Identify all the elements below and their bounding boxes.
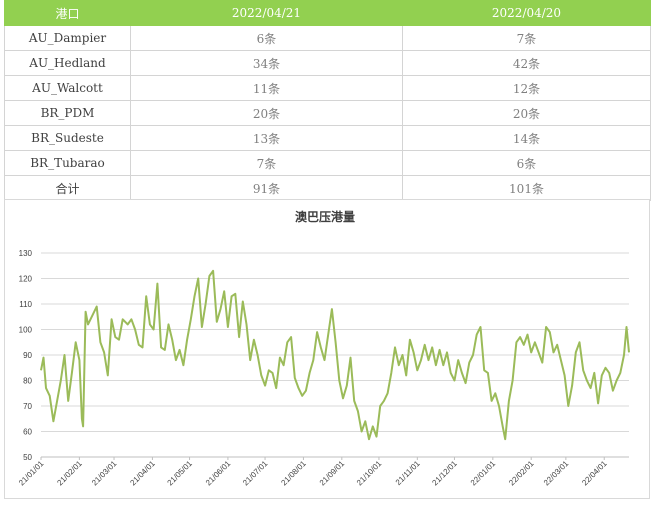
table-row: AU_Hedland 34条 42条	[4, 50, 651, 76]
count-date-2: 6条	[402, 150, 651, 176]
count-date-1: 7条	[130, 150, 403, 176]
x-tick-label: 22/01/01	[469, 459, 498, 488]
port-name: BR_Tubarao	[4, 150, 131, 176]
table-row: BR_PDM 20条 20条	[4, 100, 651, 126]
chart-title: 澳巴压港量	[295, 209, 355, 224]
chart-container: 澳巴压港量 50 60 70 80 90 100 110 120 130 21/01/01 21/…	[4, 199, 650, 499]
x-tick-label: 22/03/01	[542, 459, 571, 488]
y-tick-label: 60	[23, 428, 32, 437]
y-tick-label: 110	[19, 300, 32, 309]
y-tick-label: 70	[23, 402, 32, 411]
col-header-port: 港口	[4, 0, 131, 26]
count-date-2: 42条	[402, 50, 651, 76]
table-row: AU_Dampier 6条 7条	[4, 25, 651, 51]
port-table: 港口 2022/04/21 2022/04/20 AU_Dampier 6条 7…	[4, 0, 651, 201]
table-row: BR_Tubarao 7条 6条	[4, 150, 651, 176]
table-row: BR_Sudeste 13条 14条	[4, 125, 651, 151]
count-date-2: 7条	[402, 25, 651, 51]
x-tick-label: 21/05/01	[166, 459, 195, 488]
x-tick-label: 21/02/01	[55, 459, 84, 488]
y-axis-ticks: 50 60 70 80 90 100 110 120 130	[19, 249, 33, 462]
x-tick-label: 21/06/01	[204, 459, 233, 488]
x-axis-ticks: 21/01/01 21/02/01 21/03/01 21/04/01 21/05/01…	[17, 457, 609, 487]
y-tick-label: 100	[19, 326, 33, 335]
count-date-1: 11条	[130, 75, 403, 101]
x-tick-label: 21/09/01	[318, 459, 347, 488]
y-tick-label: 80	[23, 377, 32, 386]
series-line	[40, 269, 630, 441]
y-tick-label: 90	[23, 351, 32, 360]
y-tick-label: 120	[19, 275, 33, 284]
count-date-2: 14条	[402, 125, 651, 151]
x-tick-label: 21/10/01	[355, 459, 384, 488]
total-date-1: 91条	[130, 175, 403, 201]
count-date-2: 20条	[402, 100, 651, 126]
grid-lines	[41, 252, 629, 458]
col-header-date-2: 2022/04/20	[402, 0, 651, 26]
port-name: AU_Hedland	[4, 50, 131, 76]
count-date-1: 20条	[130, 100, 403, 126]
port-name: AU_Dampier	[4, 25, 131, 51]
count-date-1: 6条	[130, 25, 403, 51]
port-name: AU_Walcott	[4, 75, 131, 101]
count-date-2: 12条	[402, 75, 651, 101]
x-tick-label: 21/07/01	[241, 459, 270, 488]
series-group	[40, 269, 630, 441]
total-label: 合计	[4, 175, 131, 201]
x-tick-label: 22/02/01	[507, 459, 536, 488]
x-tick-label: 21/04/01	[128, 459, 157, 488]
y-tick-label: 50	[23, 453, 32, 462]
x-tick-label: 21/01/01	[17, 459, 46, 488]
y-tick-label: 130	[19, 249, 33, 258]
table-total-row: 合计 91条 101条	[4, 175, 651, 201]
table-row: AU_Walcott 11条 12条	[4, 75, 651, 101]
port-name: BR_Sudeste	[4, 125, 131, 151]
x-tick-label: 21/08/01	[279, 459, 308, 488]
col-header-date-1: 2022/04/21	[130, 0, 403, 26]
x-tick-label: 22/04/01	[580, 459, 609, 488]
total-date-2: 101条	[402, 175, 651, 201]
count-date-1: 34条	[130, 50, 403, 76]
x-tick-label: 21/03/01	[90, 459, 119, 488]
x-tick-label: 21/11/01	[394, 459, 422, 487]
x-tick-label: 21/12/01	[430, 459, 459, 488]
count-date-1: 13条	[130, 125, 403, 151]
table-header-row: 港口 2022/04/21 2022/04/20	[4, 0, 651, 26]
port-name: BR_PDM	[4, 100, 131, 126]
